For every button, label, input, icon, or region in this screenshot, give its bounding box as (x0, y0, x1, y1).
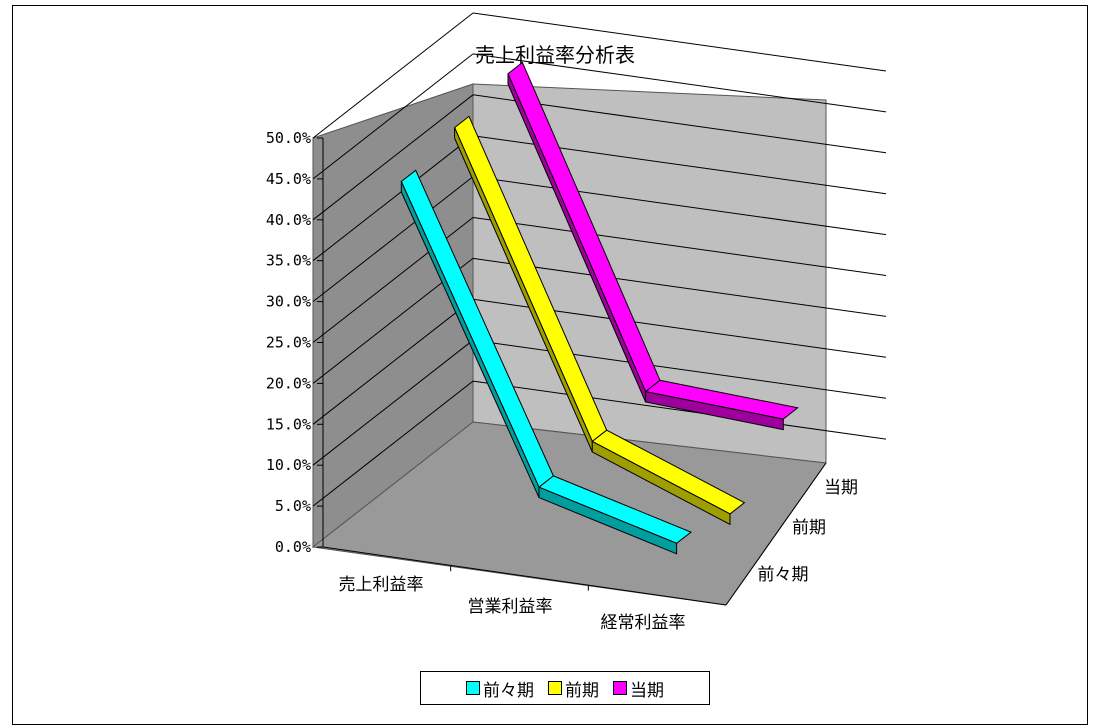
y-tick-label: 30.0% (266, 293, 311, 311)
y-tick-label: 5.0% (275, 497, 311, 515)
legend-label: 当期 (630, 680, 664, 701)
gridline-back (472, 217, 887, 276)
depth-tick-label: 前期 (792, 518, 826, 538)
x-tick-label: 営業利益率 (468, 597, 553, 617)
gridline-left (312, 53, 474, 180)
y-tick-label: 40.0% (266, 211, 311, 229)
legend-item-touki: 当期 (613, 676, 664, 701)
ribbon-side-segment (538, 486, 678, 555)
y-tick-label: 10.0% (266, 456, 311, 474)
depth-tick-label: 前々期 (758, 565, 809, 585)
gridline-left (312, 298, 474, 425)
gridline-back (472, 339, 887, 399)
front-floor-edge (322, 546, 727, 606)
legend-item-zenzenki: 前々期 (466, 676, 534, 701)
x-tick-label: 経常利益率 (601, 613, 686, 633)
depth-axis-ticks: 前々期 前期 当期 (758, 478, 859, 585)
x-tick-label: 売上利益率 (339, 575, 424, 595)
y-tick-label: 20.0% (266, 374, 311, 392)
legend-label: 前々期 (483, 680, 534, 701)
chart-title: 売上利益率分析表 (475, 43, 635, 67)
series-layer (400, 61, 799, 555)
y-tick-label: 35.0% (266, 252, 311, 270)
y-tick-label: 0.0% (275, 538, 311, 556)
gridline-left (312, 12, 474, 139)
right-floor-edge (725, 462, 827, 606)
gridline-left (312, 176, 474, 302)
gridline-left (312, 94, 474, 221)
legend: 前々期 前期 当期 (420, 671, 710, 705)
y-tick-label: 15.0% (266, 415, 311, 433)
series-ribbon-0 (400, 169, 692, 555)
y-tick-label: 25.0% (266, 334, 311, 352)
y-axis-ticks: 0.0% 5.0% 10.0% 15.0% 20.0% 25.0% 30.0% 35.0% 40… (266, 129, 323, 556)
series-ribbon-1 (453, 115, 746, 526)
gridline-left (312, 339, 474, 466)
gridline-left (312, 135, 474, 262)
gridline-back (472, 94, 887, 154)
gridline-back (472, 257, 887, 317)
y-tick-label: 45.0% (266, 170, 311, 188)
gridline-back (472, 176, 887, 236)
legend-label: 前期 (565, 680, 599, 701)
ribbon-side-segment (645, 390, 784, 431)
gridline-back (472, 380, 887, 440)
legend-item-zenki: 前期 (548, 676, 599, 701)
legend-swatch-magenta (613, 681, 627, 695)
gridline-back (472, 53, 887, 113)
legend-swatch-yellow (548, 681, 562, 695)
series-ribbon-2 (507, 61, 799, 431)
y-tick-label: 50.0% (266, 129, 311, 147)
legend-swatch-cyan (466, 681, 480, 695)
ribbon-side-segment (591, 440, 731, 526)
gridline-left (312, 380, 474, 507)
depth-tick-label: 当期 (824, 478, 858, 498)
gridline-back (472, 12, 887, 72)
